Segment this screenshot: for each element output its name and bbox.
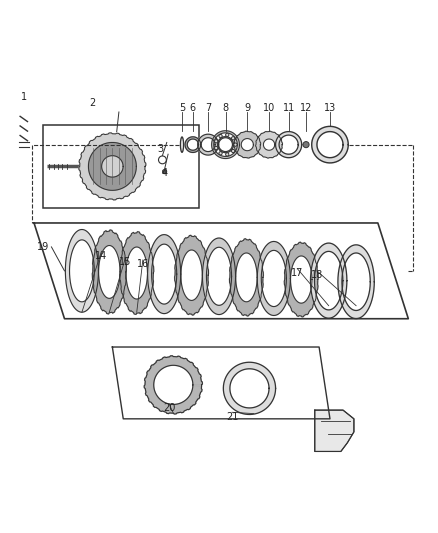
Polygon shape (144, 356, 202, 414)
Circle shape (215, 140, 218, 143)
Polygon shape (34, 223, 408, 319)
Circle shape (303, 142, 309, 148)
Text: 20: 20 (163, 403, 175, 413)
Polygon shape (315, 410, 354, 451)
Polygon shape (257, 241, 290, 316)
Polygon shape (113, 347, 330, 419)
Text: 4: 4 (162, 168, 168, 178)
Polygon shape (338, 245, 374, 319)
Circle shape (219, 134, 222, 138)
Circle shape (226, 153, 229, 156)
Polygon shape (234, 131, 261, 158)
Text: 3: 3 (157, 144, 163, 154)
Polygon shape (284, 242, 318, 317)
Polygon shape (120, 232, 154, 314)
Polygon shape (218, 136, 233, 152)
Text: 21: 21 (226, 411, 238, 422)
Polygon shape (311, 243, 347, 318)
Polygon shape (79, 133, 146, 200)
Text: 18: 18 (311, 270, 323, 280)
Polygon shape (92, 230, 127, 314)
Text: 10: 10 (263, 103, 275, 112)
Circle shape (162, 169, 167, 174)
Circle shape (234, 143, 237, 146)
Text: 5: 5 (179, 103, 185, 112)
Text: 15: 15 (119, 257, 131, 267)
Circle shape (232, 136, 235, 140)
Text: 14: 14 (95, 251, 108, 261)
Text: 1: 1 (21, 92, 28, 102)
Polygon shape (276, 132, 302, 158)
Polygon shape (65, 230, 99, 312)
Text: 8: 8 (223, 103, 229, 112)
Text: 6: 6 (190, 103, 196, 112)
Text: 11: 11 (283, 103, 295, 112)
Text: 7: 7 (205, 103, 211, 112)
Polygon shape (88, 142, 136, 190)
Text: 19: 19 (37, 242, 49, 252)
Text: 17: 17 (291, 268, 304, 278)
Polygon shape (185, 137, 201, 152)
Polygon shape (148, 235, 181, 313)
Circle shape (226, 133, 229, 136)
Polygon shape (202, 238, 236, 314)
Text: 2: 2 (90, 98, 96, 108)
Text: 16: 16 (137, 260, 149, 269)
Polygon shape (223, 362, 276, 415)
Circle shape (215, 147, 218, 150)
Polygon shape (198, 134, 219, 155)
Polygon shape (256, 131, 283, 158)
Text: 13: 13 (324, 103, 336, 112)
Text: 12: 12 (300, 103, 312, 112)
Text: 9: 9 (244, 103, 251, 112)
Polygon shape (212, 131, 240, 158)
Bar (43, 125, 199, 208)
Circle shape (219, 151, 222, 155)
Circle shape (232, 149, 235, 152)
Polygon shape (230, 239, 263, 316)
Polygon shape (312, 126, 348, 163)
Polygon shape (175, 235, 208, 315)
